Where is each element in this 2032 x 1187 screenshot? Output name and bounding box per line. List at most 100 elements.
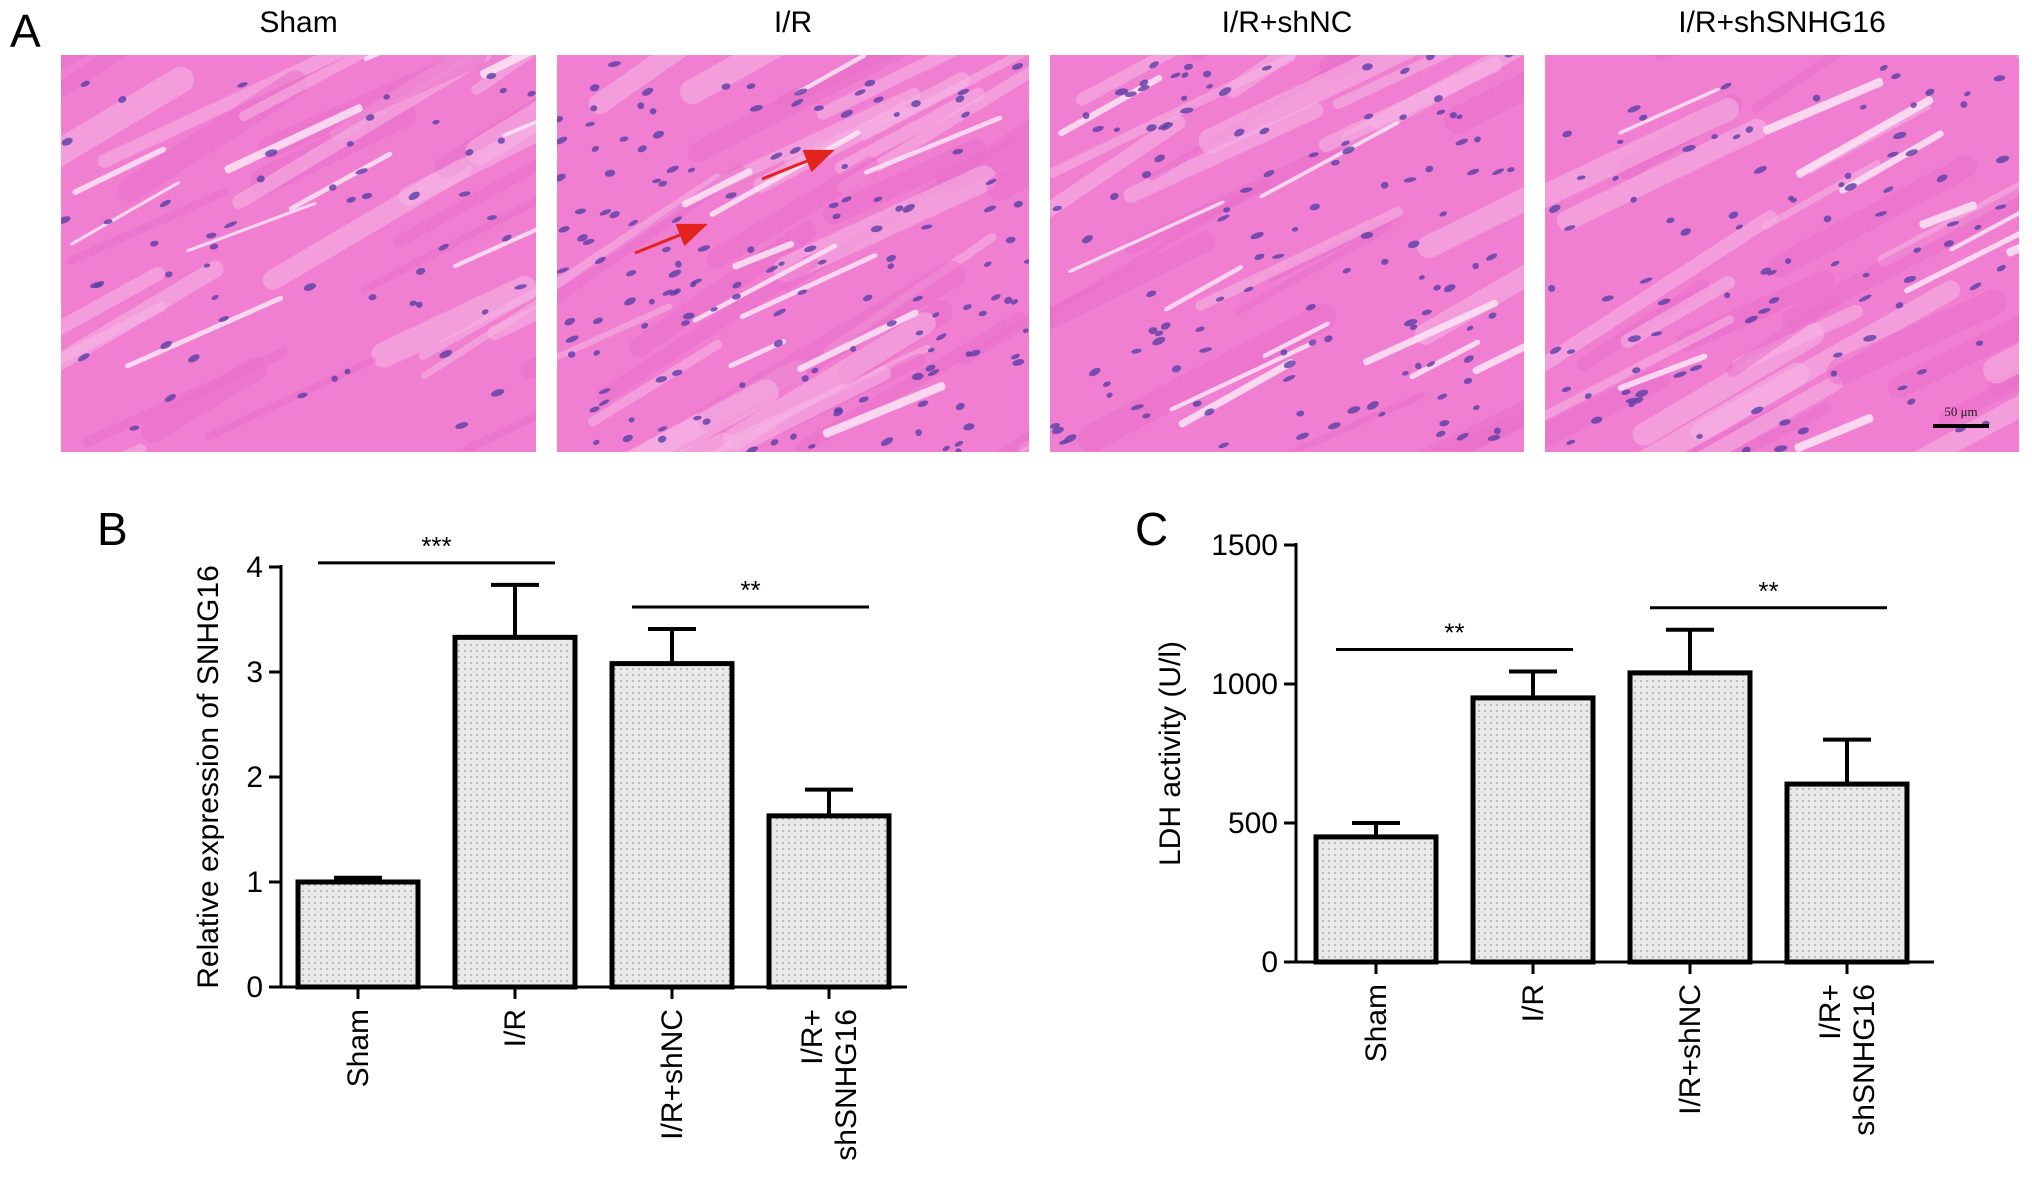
nucleus	[90, 282, 103, 289]
nucleus	[1250, 231, 1264, 240]
nucleus	[873, 96, 884, 103]
nucleus	[61, 216, 71, 224]
nucleus	[455, 422, 469, 429]
nucleus	[1022, 328, 1029, 333]
nucleus	[1183, 63, 1194, 71]
chart-c-bar	[1313, 834, 1439, 965]
nucleus	[828, 202, 839, 209]
nucleus	[1023, 258, 1029, 264]
nucleus	[256, 175, 265, 183]
nucleus	[1063, 434, 1077, 444]
nucleus	[1680, 228, 1691, 236]
nucleus	[732, 281, 742, 289]
nucleus	[942, 445, 950, 452]
nucleus	[1566, 439, 1576, 445]
nucleus	[1910, 102, 1917, 108]
nucleus	[1650, 331, 1663, 337]
nucleus	[574, 208, 587, 215]
nucleus	[1969, 282, 1982, 291]
nucleus	[1787, 195, 1794, 201]
nucleus	[778, 261, 785, 266]
nucleus	[840, 109, 853, 118]
muscle-fiber	[1726, 294, 1840, 377]
muscle-fiber	[393, 110, 536, 248]
nucleus	[1124, 91, 1137, 98]
nucleus	[965, 351, 972, 357]
nucleus	[808, 444, 816, 449]
nucleus	[1682, 144, 1696, 152]
nucleus	[346, 141, 354, 147]
nucleus	[1735, 224, 1743, 230]
nucleus	[1887, 151, 1899, 158]
nucleus	[1130, 404, 1144, 411]
nucleus	[206, 232, 217, 239]
nucleus	[1830, 370, 1838, 377]
nucleus	[1378, 411, 1386, 417]
chart-b-bar	[609, 661, 735, 990]
nucleus	[1439, 419, 1450, 427]
nucleus	[1305, 303, 1316, 311]
nucleus	[1504, 55, 1514, 58]
tissue-gap	[1472, 329, 1524, 375]
nucleus	[1823, 215, 1832, 223]
muscle-fiber	[1198, 55, 1485, 154]
nucleus	[961, 111, 970, 118]
nucleus	[1137, 85, 1150, 92]
tissue-gap	[864, 115, 1003, 175]
nucleus	[1360, 232, 1374, 239]
tissue-gap	[1058, 74, 1163, 137]
nucleus	[1202, 70, 1212, 78]
nucleus	[591, 145, 600, 152]
nucleus	[409, 300, 417, 306]
tissue-gap	[1617, 353, 1708, 391]
nucleus	[1576, 175, 1586, 180]
nucleus	[499, 87, 507, 94]
nucleus	[1492, 168, 1505, 175]
nucleus	[1741, 446, 1751, 452]
nucleus	[1768, 297, 1780, 304]
muscle-fiber	[557, 303, 673, 387]
muscle-fiber	[816, 55, 1029, 120]
nucleus	[637, 102, 645, 110]
muscle-fiber	[1888, 308, 2019, 399]
red-arrow-marker	[634, 223, 708, 255]
nucleus	[1341, 140, 1350, 146]
nucleus	[1082, 112, 1090, 120]
nucleus	[331, 375, 338, 382]
nucleus	[969, 349, 981, 357]
tissue-gap	[681, 168, 753, 208]
tissue-gap	[1363, 299, 1498, 366]
muscle-fiber	[935, 80, 1029, 194]
nucleus	[955, 402, 965, 411]
nucleus	[1052, 426, 1064, 435]
nucleus	[1418, 275, 1425, 280]
nucleus	[1474, 136, 1481, 143]
nucleus	[1206, 84, 1214, 89]
nucleus	[165, 271, 173, 278]
nucleus	[1218, 442, 1229, 449]
nucleus	[1327, 422, 1341, 430]
nucleus	[1283, 360, 1296, 369]
tissue-gap	[1068, 200, 1225, 273]
muscle-fiber	[680, 55, 852, 105]
nucleus	[438, 243, 449, 251]
nucleus	[832, 213, 841, 220]
nucleus	[1696, 433, 1703, 440]
tissue-gap	[1795, 96, 1934, 178]
nucleus	[1113, 127, 1121, 132]
nucleus	[622, 434, 633, 443]
nucleus	[129, 425, 140, 431]
nucleus	[963, 423, 975, 431]
nucleus	[893, 111, 900, 118]
nucleus	[657, 426, 668, 432]
nucleus	[773, 339, 783, 348]
muscle-fiber	[1637, 362, 1810, 452]
muscle-fiber	[557, 173, 723, 318]
tissue-gap	[70, 181, 181, 246]
nucleus	[790, 433, 797, 440]
nucleus	[368, 294, 377, 301]
nucleus	[710, 307, 718, 312]
nucleus	[594, 256, 606, 265]
nucleus	[675, 260, 682, 268]
nucleus	[1897, 385, 1908, 391]
